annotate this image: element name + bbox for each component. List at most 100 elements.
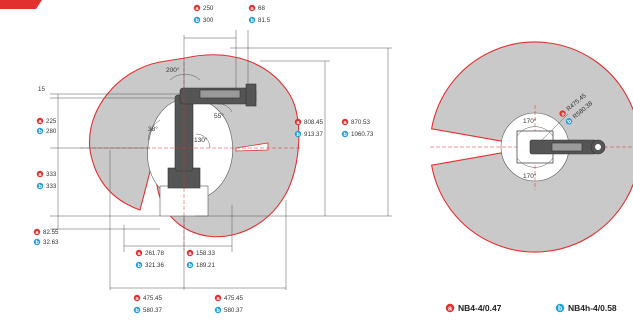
badge-b-icon [214,306,222,314]
legend-b-label: NB4h-4/0.58 [568,303,617,313]
dim-value-a: 250 [203,5,214,12]
dim-value-b: 580.37 [224,307,243,314]
badge-letter: b [39,129,43,135]
badge-letter: a [251,6,255,12]
legend: a NB4-4/0.47 b NB4h-4/0.58 [445,303,617,313]
dim-value-b: 321.36 [145,262,164,269]
badge-letter: b [344,132,348,138]
header-tab [0,0,42,9]
top-view-workspace-area [430,41,633,253]
legend-b-icon [555,303,565,313]
dim-value-b: 189.21 [196,262,215,269]
dim-value-a: 261.78 [145,250,164,257]
badge-letter: a [344,120,348,126]
legend-letter: a [448,306,452,313]
dim-label-right-outer: a 870.53 b 1060.73 [341,118,374,138]
badge-letter: a [297,120,301,126]
dim-value-a: 225 [46,118,57,125]
side-view-notch [235,142,269,152]
dim-label-bottom-outer-left: a 475.45 b 580.37 [133,294,162,314]
badge-a-icon [186,249,194,257]
badge-b-icon [135,261,143,269]
dim-label-top-right: a 68 b 81.5 [248,4,271,24]
dim-label-offset: 15 [38,86,45,93]
dim-value-a: 870.53 [351,119,370,126]
dim-value-b: 81.5 [258,17,271,24]
top-angle-upper-label: 170° [523,117,537,125]
dim-value-a: 475.45 [143,295,162,302]
badge-letter: b [39,184,43,190]
dim-label-top-left: a 250 b 300 [193,4,214,24]
dim-value-b: 333 [46,183,57,190]
badge-a-icon [341,118,349,126]
badge-letter: a [39,119,43,125]
badge-a-icon [135,249,143,257]
legend-a-icon [445,303,455,313]
robot-forearm-cover [199,89,241,99]
badge-letter: a [39,172,43,178]
badge-letter: a [560,110,567,117]
badge-a-icon [36,170,44,178]
badge-b-icon [186,261,194,269]
badge-letter: a [36,230,40,236]
dim-value-a: 475.45 [224,295,243,302]
dim-label-left-lower: a 82.55 b 32.63 [33,228,59,246]
dim-label-bottom-outer-right: a 475.45 b 580.37 [214,294,243,314]
badge-letter: b [567,118,574,125]
badge-b-icon [33,238,41,246]
dim-value-a: 82.55 [43,229,59,236]
badge-letter: b [297,132,301,138]
badge-b-icon [36,127,44,135]
badge-letter: a [189,251,193,257]
top-radius-line [534,113,569,148]
angle-j2-label: 55° [214,112,224,120]
badge-a-icon [214,294,222,302]
badge-letter: b [217,308,221,314]
badge-a-icon [33,228,41,236]
dim-value-b: 913.37 [304,131,323,138]
arc-38 [147,119,161,141]
badge-letter: b [36,240,40,246]
dim-value-b: 300 [203,17,214,24]
badge-a-icon [133,294,141,302]
dim-label-bottom-inner-left: a 261.78 b 321.36 [135,249,164,269]
dim-value-b: 32.63 [43,239,59,246]
badge-a-icon [294,118,302,126]
top-view [430,41,633,253]
legend-a-label: NB4-4/0.47 [458,303,502,313]
side-view [50,30,392,290]
badge-letter: b [251,18,255,24]
arc-200 [169,73,201,81]
top-robot-arm-detail [551,142,583,152]
dim-value-a: 808.45 [304,119,323,126]
badge-b-icon [133,306,141,314]
angle-center-label: 130° [194,136,208,144]
top-robot-wrist-center [595,144,601,150]
badge-b-icon [193,16,201,24]
badge-letter: a [136,296,140,302]
badge-letter: b [189,263,193,269]
dim-value-a: 158.33 [196,250,215,257]
badge-b-icon [248,16,256,24]
dim-label-bottom-inner-right: a 158.33 b 189.21 [186,249,215,269]
dim-value-b: 280 [46,128,57,135]
dim-label-left-middle: a 333 b 333 [36,170,57,190]
angle-top-label: 200° [166,66,180,74]
badge-a-icon [193,4,201,12]
badge-letter: b [196,18,200,24]
arc-55 [217,103,233,113]
dim-label-left-upper: a 225 b 280 [36,117,57,135]
robot-wrist [245,83,257,107]
badge-letter: b [136,308,140,314]
arc-130 [195,133,211,149]
badge-letter: b [138,263,142,269]
top-arc-upper [516,126,554,137]
badge-letter: a [217,296,221,302]
badge-a-icon [36,117,44,125]
badge-letter: a [138,251,142,257]
badge-b-icon [565,118,573,125]
badge-a-icon [559,110,566,117]
dim-value-b: 580.37 [143,307,162,314]
dim-value-b: 1060.73 [351,131,374,138]
badge-b-icon [294,130,302,138]
